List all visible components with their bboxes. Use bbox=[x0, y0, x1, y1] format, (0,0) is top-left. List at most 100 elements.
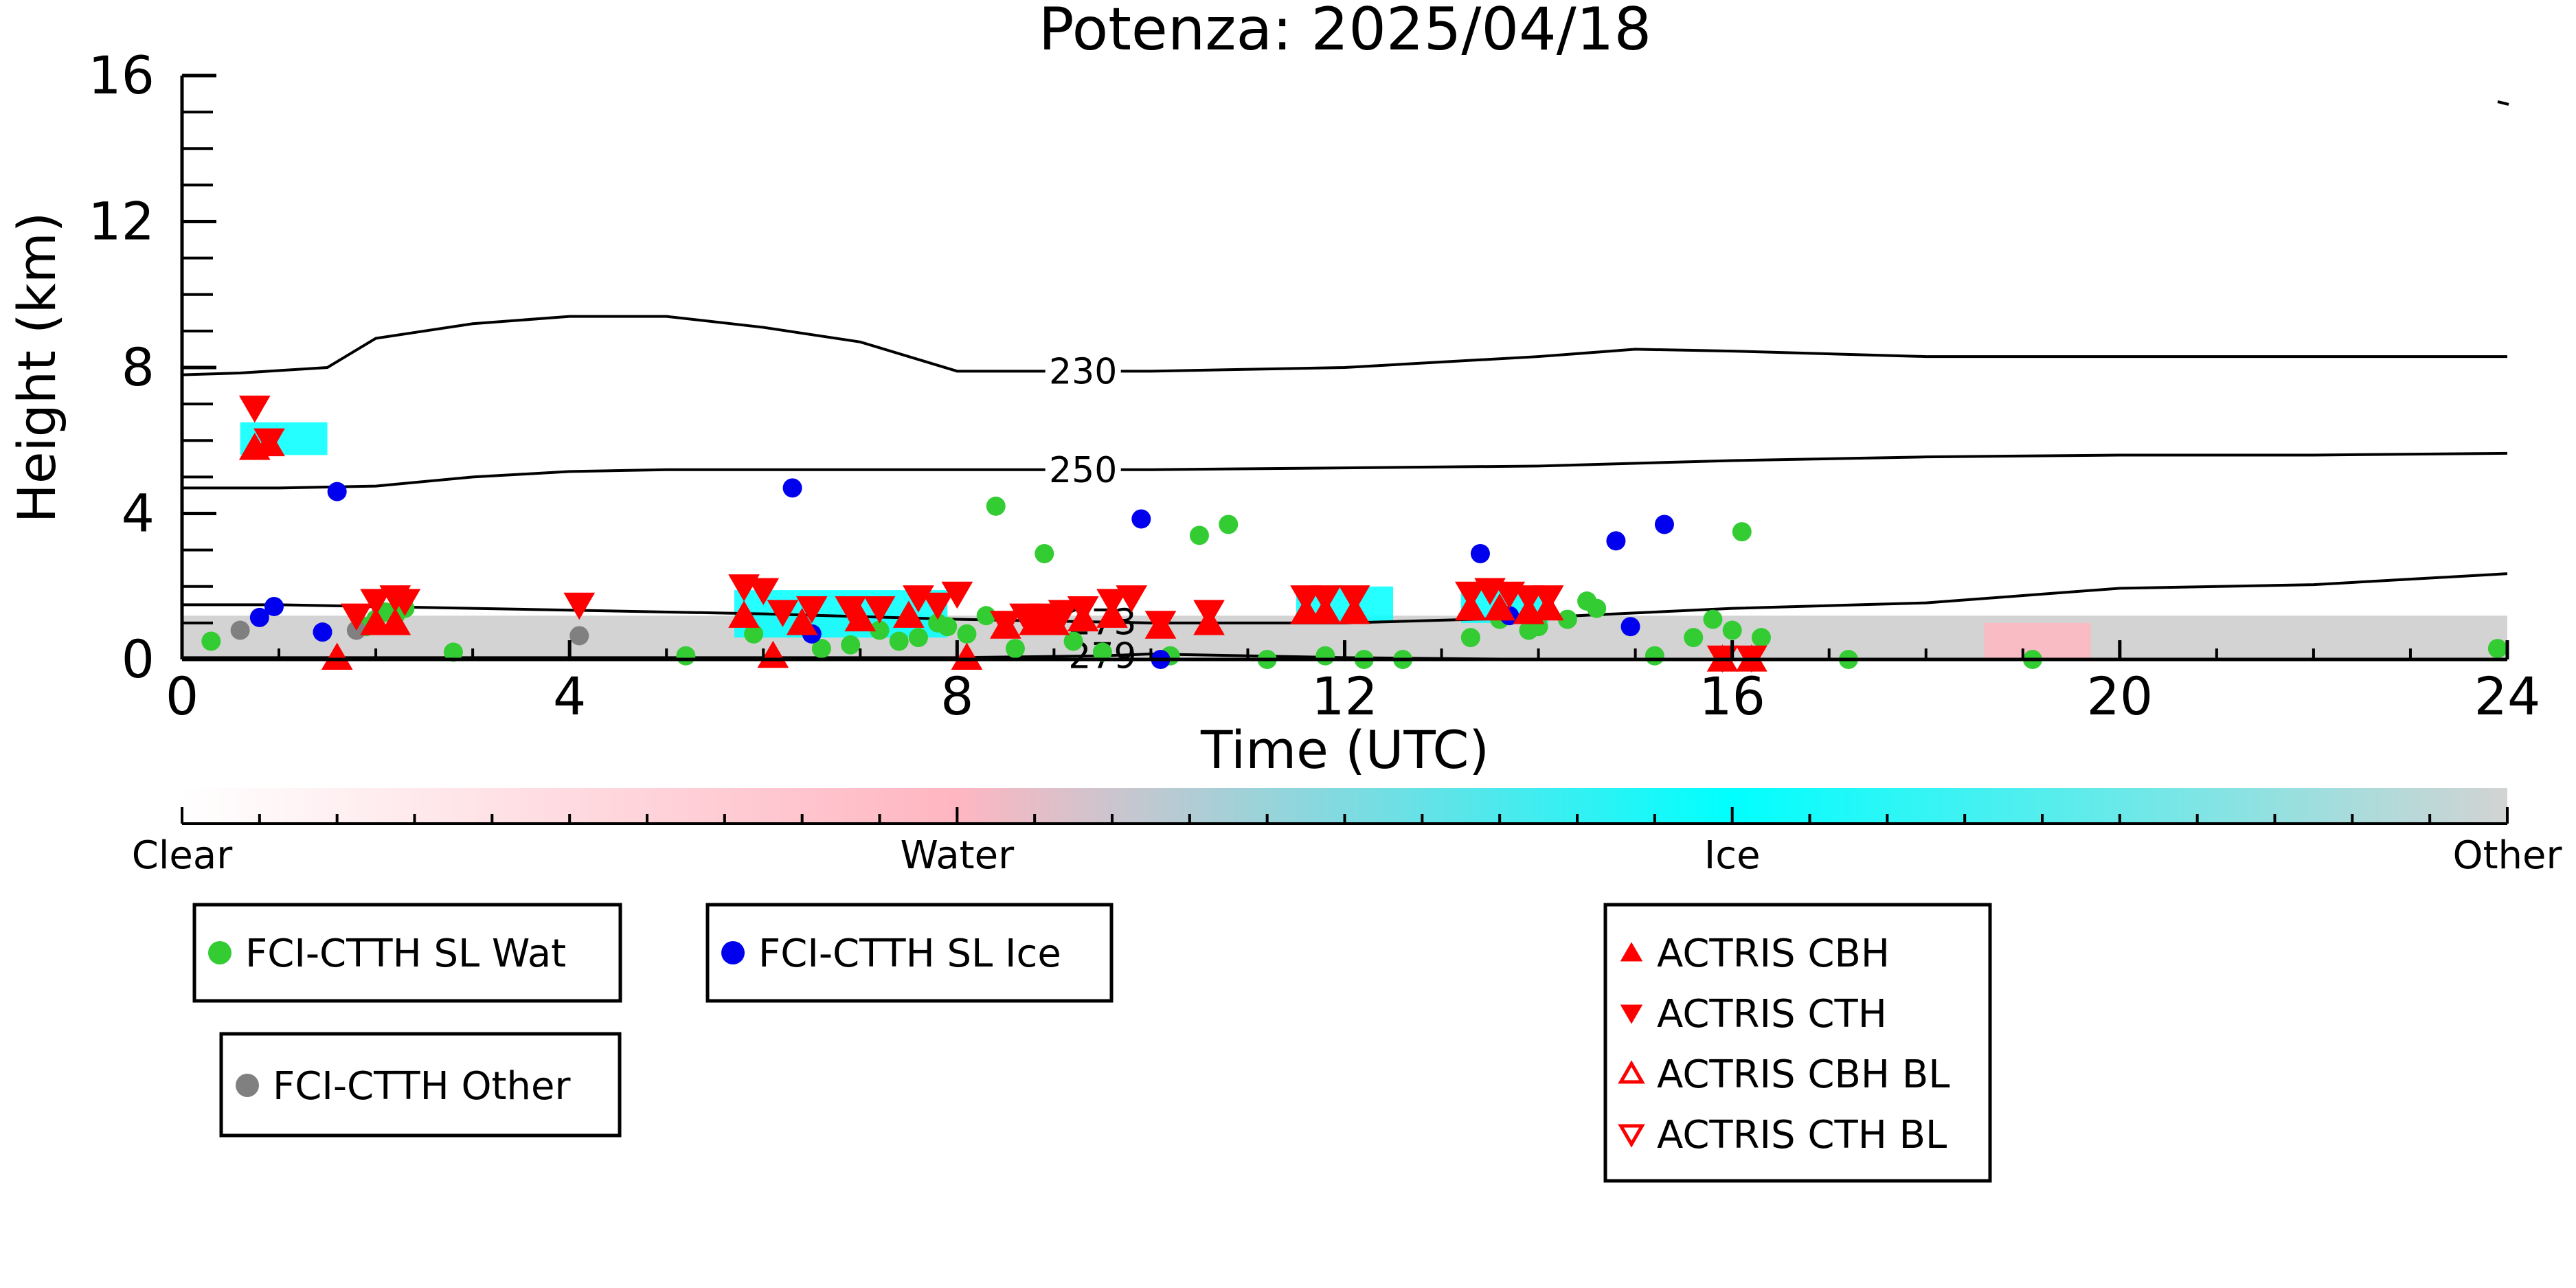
point-actris-cbh bbox=[1484, 593, 1516, 621]
point-actris-cth bbox=[989, 611, 1021, 638]
point-fci-ctth-sl-ice bbox=[327, 482, 347, 501]
point-fci-ctth-sl-wat bbox=[201, 631, 221, 651]
point-fci-ctth-sl-ice bbox=[1470, 543, 1490, 563]
data-markers bbox=[201, 395, 2507, 673]
legend-label-fci-ctth-other: FCI-CTTH Other bbox=[273, 1064, 571, 1109]
point-fci-ctth-sl-wat bbox=[1092, 642, 1112, 662]
point-fci-ctth-sl-wat bbox=[870, 620, 890, 640]
point-actris-cth bbox=[360, 589, 392, 616]
point-actris-cth bbox=[1338, 585, 1370, 613]
point-actris-cth bbox=[1009, 603, 1041, 631]
legend-item-actris-cth-bl: ACTRIS CTH BL bbox=[1618, 1113, 1947, 1157]
legend-marker-actris-cth-bl bbox=[1618, 1124, 1645, 1148]
legend-marker-fci-ctth-other bbox=[236, 1074, 259, 1097]
point-actris-cth bbox=[1116, 585, 1148, 613]
point-actris-cbh bbox=[892, 600, 925, 628]
x-tick-label: 0 bbox=[166, 666, 199, 727]
point-actris-cth bbox=[941, 581, 973, 609]
point-fci-ctth-sl-ice bbox=[1654, 515, 1674, 534]
legend-item-fci-ctth-sl-wat: FCI-CTTH SL Wat bbox=[208, 931, 566, 976]
point-actris-cth bbox=[922, 592, 953, 620]
point-actris-cth bbox=[795, 596, 828, 624]
legend-label-fci-ctth-sl-wat: FCI-CTTH SL Wat bbox=[245, 931, 566, 976]
point-actris-cbh bbox=[728, 600, 760, 628]
y-tick-label: 8 bbox=[122, 337, 155, 398]
point-actris-cth bbox=[563, 592, 596, 620]
point-actris-cth bbox=[1096, 589, 1128, 616]
legend-box-other bbox=[219, 1032, 622, 1138]
point-fci-ctth-sl-ice bbox=[1131, 509, 1151, 529]
point-fci-ctth-sl-wat bbox=[1460, 628, 1480, 648]
point-fci-ctth-sl-wat bbox=[1722, 620, 1742, 640]
legend-box-wat bbox=[192, 903, 622, 1003]
point-fci-ctth-sl-wat bbox=[1587, 598, 1607, 618]
x-tick-label: 12 bbox=[1311, 666, 1378, 727]
point-fci-ctth-sl-ice bbox=[313, 622, 332, 642]
point-fci-ctth-sl-wat bbox=[443, 642, 463, 662]
point-actris-cth bbox=[1309, 585, 1342, 613]
point-fci-ctth-sl-wat bbox=[1005, 639, 1025, 659]
colorbar-label: Other bbox=[2452, 833, 2562, 878]
contour-label-bg-250 bbox=[1045, 451, 1121, 488]
point-fci-ctth-sl-wat bbox=[1557, 609, 1577, 629]
point-fci-ctth-sl-wat bbox=[1063, 631, 1083, 651]
legend-item-actris-cbh: ACTRIS CBH bbox=[1620, 931, 1890, 976]
point-fci-ctth-sl-wat bbox=[744, 624, 764, 644]
axis-ticks: 0 4 8 12 16 20 24 0 4 8 12 16 bbox=[88, 45, 2540, 727]
point-actris-cth bbox=[1144, 611, 1177, 638]
legend-marker-actris-cbh bbox=[1620, 942, 1643, 962]
point-fci-ctth-sl-wat bbox=[1035, 543, 1054, 563]
point-fci-ctth-sl-wat bbox=[957, 624, 977, 644]
y-tick-label: 4 bbox=[122, 483, 155, 544]
contour-label-230: 230 bbox=[1049, 351, 1117, 392]
point-actris-cth bbox=[1048, 600, 1080, 627]
colorbar-label: Ice bbox=[1704, 833, 1761, 878]
series-fci-ctth-other bbox=[230, 620, 589, 646]
point-fci-ctth-sl-wat bbox=[1315, 646, 1335, 666]
contour-label-250: 250 bbox=[1049, 450, 1117, 491]
legend-marker-fci-ctth-sl-ice bbox=[721, 941, 745, 964]
point-actris-cbh bbox=[786, 607, 818, 635]
x-tick-label: 8 bbox=[940, 666, 973, 727]
point-fci-ctth-sl-wat bbox=[1189, 526, 1209, 545]
point-fci-ctth-other bbox=[569, 626, 589, 646]
colorbar-label: Water bbox=[901, 833, 1015, 878]
point-fci-ctth-sl-ice bbox=[1606, 531, 1626, 551]
legend-box-ice bbox=[705, 903, 1114, 1003]
point-actris-cth bbox=[767, 600, 799, 627]
point-fci-ctth-sl-wat bbox=[1703, 609, 1723, 629]
point-fci-ctth-sl-wat bbox=[1219, 515, 1239, 534]
legend-item-actris-cbh-bl: ACTRIS CBH BL bbox=[1618, 1052, 1950, 1097]
legends: FCI-CTTH SL Wat FCI-CTTH SL Ice FCI-CTTH O… bbox=[192, 903, 1992, 1183]
point-actris-cth bbox=[835, 596, 867, 624]
x-tick-label: 24 bbox=[2474, 666, 2541, 727]
x-tick-label: 16 bbox=[1699, 666, 1765, 727]
point-fci-ctth-sl-wat bbox=[1732, 522, 1752, 542]
legend-box-actris bbox=[1603, 903, 1992, 1183]
point-fci-ctth-sl-ice bbox=[782, 478, 802, 498]
y-tick-label: 12 bbox=[88, 191, 155, 252]
legend-item-fci-ctth-sl-ice: FCI-CTTH SL Ice bbox=[721, 931, 1061, 976]
legend-marker-actris-cbh-bl bbox=[1618, 1060, 1645, 1084]
point-actris-cbh bbox=[379, 607, 411, 635]
legend-marker-actris-cth bbox=[1620, 1004, 1643, 1024]
legend-item-actris-cth: ACTRIS CTH bbox=[1620, 992, 1887, 1037]
point-fci-ctth-other bbox=[230, 620, 250, 640]
point-fci-ctth-sl-wat bbox=[976, 606, 996, 626]
legend-label-actris-cbh-bl: ACTRIS CBH BL bbox=[1657, 1052, 1950, 1097]
colorbar-ticks: Clear Water Ice Other bbox=[132, 807, 2562, 878]
corner-mark bbox=[2497, 100, 2509, 106]
x-tick-label: 4 bbox=[553, 666, 586, 727]
point-fci-ctth-sl-wat bbox=[676, 646, 696, 666]
point-actris-cth bbox=[1028, 603, 1061, 631]
colorbar-label: Clear bbox=[132, 833, 233, 878]
point-actris-cth bbox=[1067, 596, 1099, 624]
point-actris-cth bbox=[1454, 581, 1487, 609]
point-fci-ctth-sl-wat bbox=[811, 639, 831, 659]
point-fci-ctth-sl-ice bbox=[264, 596, 284, 616]
x-axis-label: Time (UTC) bbox=[1200, 719, 1489, 780]
point-actris-cth bbox=[1532, 585, 1564, 613]
point-actris-cth bbox=[1290, 585, 1322, 613]
contour-label-bg-230 bbox=[1045, 352, 1121, 390]
